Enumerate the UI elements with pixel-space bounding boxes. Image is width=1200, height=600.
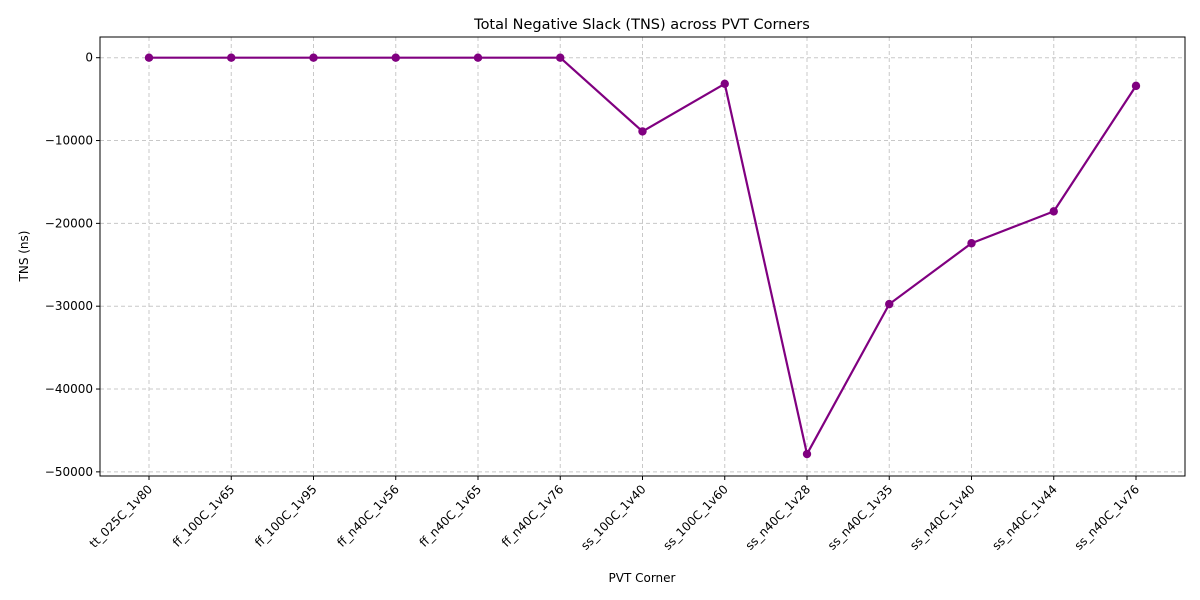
data-point-marker: [885, 299, 894, 309]
data-point-marker: [473, 53, 483, 62]
x-axis-title: PVT Corner: [609, 571, 676, 585]
y-tick-label: 0: [85, 51, 93, 65]
data-point-marker: [556, 53, 565, 62]
data-point-marker: [720, 79, 729, 88]
data-point-marker: [1131, 81, 1141, 91]
data-point-marker: [227, 53, 236, 62]
data-point-marker: [967, 239, 976, 248]
series-layer: [144, 53, 1141, 459]
y-tick-label: −50000: [45, 465, 93, 479]
y-tick-label: −10000: [45, 134, 93, 148]
data-point-marker: [1049, 207, 1058, 216]
y-tick-label: −20000: [45, 216, 93, 230]
data-point-marker: [144, 53, 154, 62]
plot-frame: [99, 36, 1186, 477]
data-point-marker: [638, 127, 647, 136]
chart-title: Total Negative Slack (TNS) across PVT Co…: [473, 17, 810, 33]
data-point-marker: [391, 53, 400, 62]
y-tick-label: −30000: [45, 299, 93, 313]
y-axis-title: TNS (ns): [17, 231, 31, 283]
grid-layer: [100, 37, 1185, 476]
y-tick-label: −40000: [45, 382, 93, 396]
data-point-marker: [309, 53, 318, 62]
data-point-marker: [802, 449, 812, 459]
